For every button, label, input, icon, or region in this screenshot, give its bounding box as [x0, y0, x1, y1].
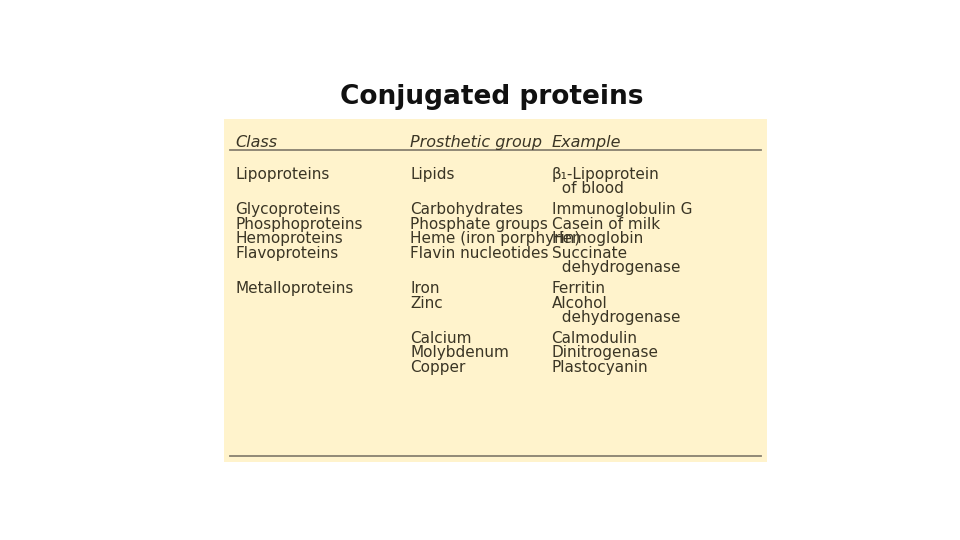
Text: of blood: of blood [551, 181, 623, 196]
Text: Lipoproteins: Lipoproteins [235, 167, 329, 181]
Text: dehydrogenase: dehydrogenase [551, 310, 680, 325]
Text: Class: Class [235, 136, 277, 151]
Text: Casein of milk: Casein of milk [551, 217, 660, 232]
Text: Ferritin: Ferritin [551, 281, 606, 296]
Text: Calmodulin: Calmodulin [551, 331, 637, 346]
Text: Carbohydrates: Carbohydrates [410, 202, 523, 217]
Text: dehydrogenase: dehydrogenase [551, 260, 680, 275]
Text: Example: Example [551, 136, 621, 151]
Text: Dinitrogenase: Dinitrogenase [551, 346, 659, 361]
Text: Phosphoproteins: Phosphoproteins [235, 217, 363, 232]
Text: Lipids: Lipids [410, 167, 455, 181]
Text: Flavoproteins: Flavoproteins [235, 246, 339, 261]
Text: Metalloproteins: Metalloproteins [235, 281, 353, 296]
Text: Immunoglobulin G: Immunoglobulin G [551, 202, 692, 217]
Text: Glycoproteins: Glycoproteins [235, 202, 341, 217]
FancyBboxPatch shape [225, 119, 767, 462]
Text: Calcium: Calcium [410, 331, 471, 346]
Text: Molybdenum: Molybdenum [410, 346, 509, 361]
Text: Prosthetic group: Prosthetic group [410, 136, 542, 151]
Text: Phosphate groups: Phosphate groups [410, 217, 548, 232]
Text: Hemoglobin: Hemoglobin [551, 231, 644, 246]
Text: Copper: Copper [410, 360, 466, 375]
Text: Plastocyanin: Plastocyanin [551, 360, 648, 375]
Text: Hemoproteins: Hemoproteins [235, 231, 343, 246]
Text: Heme (iron porphyrin): Heme (iron porphyrin) [410, 231, 581, 246]
Text: Iron: Iron [410, 281, 440, 296]
Text: Alcohol: Alcohol [551, 295, 608, 310]
Text: Zinc: Zinc [410, 295, 443, 310]
Text: Succinate: Succinate [551, 246, 627, 261]
Text: β₁-Lipoprotein: β₁-Lipoprotein [551, 167, 660, 181]
Text: Conjugated proteins: Conjugated proteins [340, 84, 644, 110]
Text: Flavin nucleotides: Flavin nucleotides [410, 246, 549, 261]
